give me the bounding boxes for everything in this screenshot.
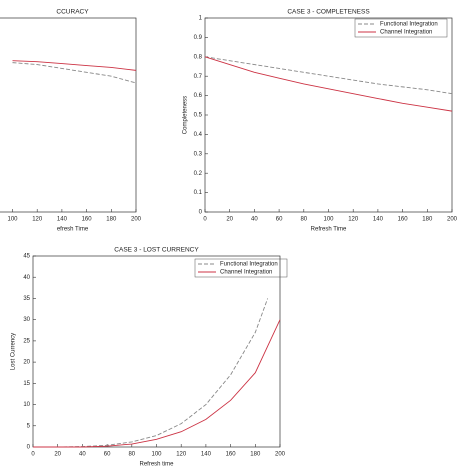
x-tick-label: 140 (57, 217, 68, 223)
y-tick-label: 0.2 (194, 171, 203, 177)
y-tick-label: 40 (23, 275, 30, 281)
x-axis-label: Refresh Time (311, 227, 347, 233)
x-tick-label: 80 (300, 217, 307, 223)
y-tick-label: 10 (23, 402, 30, 408)
y-tick-label: 0 (199, 210, 203, 216)
x-tick-label: 200 (275, 452, 286, 458)
x-tick-label: 200 (131, 217, 142, 223)
x-tick-label: 180 (106, 217, 117, 223)
y-tick-label: 45 (23, 254, 30, 260)
x-tick-label: 120 (348, 217, 359, 223)
y-tick-label: 5 (27, 423, 31, 429)
x-tick-label: 120 (32, 217, 43, 223)
legend-box (354, 18, 448, 38)
plot-frame (0, 17, 137, 213)
x-tick-label: 60 (276, 217, 283, 223)
legend-label: Channel Integration (220, 270, 272, 276)
y-axis-label: Lost Currency (11, 333, 17, 370)
y-tick-label: 0.5 (194, 113, 203, 119)
x-tick-label: 100 (151, 452, 162, 458)
chart-title: CASE 3 - COMPLETENESS (287, 9, 370, 16)
chart-title: CASE 3 - LOST CURRENCY (114, 247, 199, 254)
x-tick-label: 160 (398, 217, 409, 223)
plot-frame (204, 17, 453, 213)
legend-box (194, 258, 288, 278)
y-tick-label: 0.6 (194, 93, 203, 99)
series-line (33, 298, 269, 448)
x-axis-label: Refresh time (139, 462, 174, 468)
plot-frame (32, 255, 281, 448)
x-axis-label: efresh Time (57, 227, 89, 233)
x-tick-label: 180 (250, 452, 261, 458)
x-tick-label: 80 (128, 452, 135, 458)
y-tick-label: 20 (23, 360, 30, 366)
legend-label: Functional Integration (380, 22, 438, 28)
x-tick-label: 120 (176, 452, 187, 458)
series-line (204, 56, 453, 95)
x-tick-label: 200 (447, 217, 458, 223)
x-tick-label: 140 (201, 452, 212, 458)
y-tick-label: 0.1 (194, 190, 203, 196)
series-line (33, 319, 281, 448)
series-line (12, 62, 137, 84)
y-tick-label: 0.8 (194, 54, 203, 60)
x-tick-label: 160 (82, 217, 93, 223)
chart-title: CCURACY (56, 9, 89, 16)
x-tick-label: 180 (422, 217, 433, 223)
y-tick-label: 35 (23, 296, 30, 302)
legend-label: Channel Integration (380, 30, 432, 36)
y-tick-label: 1 (199, 16, 203, 22)
y-tick-label: 15 (23, 381, 30, 387)
y-axis-label: Completeness (183, 96, 189, 134)
x-tick-label: 140 (373, 217, 384, 223)
x-tick-label: 20 (226, 217, 233, 223)
y-tick-label: 0.9 (194, 35, 203, 41)
y-tick-label: 0.3 (194, 151, 203, 157)
x-tick-label: 0 (203, 217, 207, 223)
x-tick-label: 160 (226, 452, 237, 458)
y-tick-label: 0.7 (194, 74, 203, 80)
x-tick-label: 20 (54, 452, 61, 458)
x-tick-label: 100 (7, 217, 18, 223)
series-line (12, 60, 137, 71)
x-tick-label: 40 (251, 217, 258, 223)
y-tick-label: 30 (23, 317, 30, 323)
y-tick-label: 0 (27, 445, 31, 451)
y-tick-label: 25 (23, 338, 30, 344)
legend-label: Functional Integration (220, 262, 278, 268)
x-tick-label: 60 (104, 452, 111, 458)
x-tick-label: 100 (323, 217, 334, 223)
series-line (204, 56, 453, 112)
x-tick-label: 0 (31, 452, 35, 458)
x-tick-label: 40 (79, 452, 86, 458)
y-tick-label: 0.4 (194, 132, 203, 138)
